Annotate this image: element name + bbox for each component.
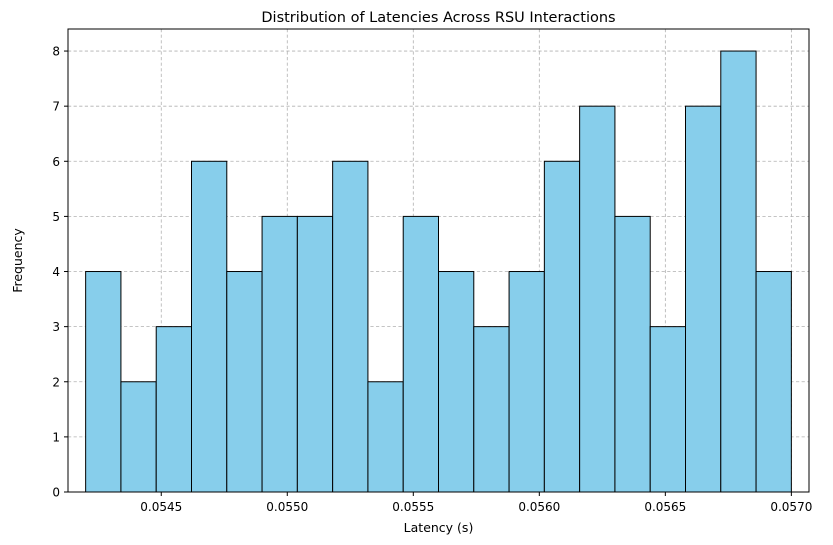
y-tick-label: 3	[52, 320, 60, 334]
y-tick-label: 5	[52, 210, 60, 224]
y-tick-label: 1	[52, 430, 60, 444]
x-tick-label: 0.0560	[518, 500, 560, 514]
histogram-bar	[438, 271, 475, 493]
histogram-bar	[685, 105, 722, 493]
x-tick-label: 0.0550	[266, 500, 308, 514]
x-tick-label: 0.0570	[770, 500, 812, 514]
y-tick-label: 6	[52, 155, 60, 169]
y-axis-label: Frequency	[10, 228, 25, 293]
histogram-bar	[332, 160, 369, 493]
y-tick-label: 8	[52, 45, 60, 59]
histogram-bar	[473, 326, 510, 493]
x-axis-label: Latency (s)	[404, 520, 474, 535]
histogram-bar	[85, 271, 122, 493]
x-tick-label: 0.0565	[644, 500, 686, 514]
histogram-bar	[720, 50, 757, 493]
x-tick-label: 0.0545	[140, 500, 182, 514]
histogram-bar	[261, 215, 298, 493]
histogram-bar	[402, 215, 440, 493]
y-axis-ticks: 0 1 2 3 4 5 6 7 8	[52, 45, 68, 500]
histogram-bar	[226, 271, 263, 493]
y-tick-label: 4	[52, 265, 60, 279]
bars	[85, 50, 792, 493]
y-tick-label: 2	[52, 375, 60, 389]
histogram-bar	[296, 215, 334, 493]
y-tick-label: 7	[52, 100, 60, 114]
x-axis-ticks: 0.0545 0.0550 0.0555 0.0560 0.0565 0.0570	[140, 492, 812, 514]
histogram-bar	[649, 326, 687, 493]
histogram-bar	[191, 160, 228, 493]
histogram-bar	[543, 160, 581, 493]
histogram-bar	[755, 271, 792, 493]
plot-frame	[67, 28, 810, 493]
histogram-bar	[614, 215, 651, 493]
histogram-bar	[508, 271, 545, 493]
histogram-bar	[367, 381, 404, 493]
histogram-bar	[120, 381, 157, 493]
histogram-bar	[579, 105, 616, 493]
x-tick-label: 0.0555	[392, 500, 434, 514]
chart-title: Distribution of Latencies Across RSU Int…	[261, 10, 615, 26]
histogram-bar	[155, 326, 192, 493]
y-tick-label: 0	[52, 486, 60, 500]
